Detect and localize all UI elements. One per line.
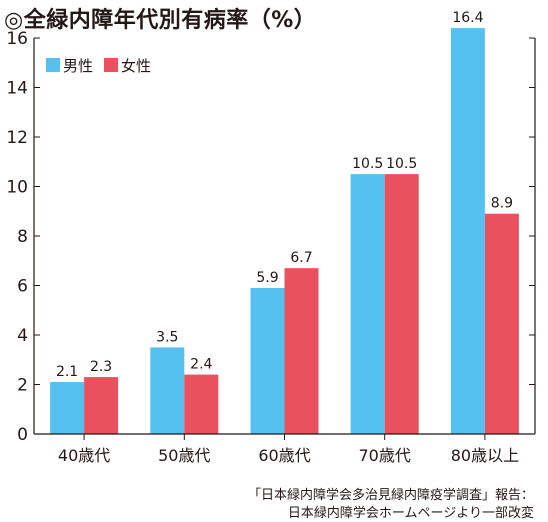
y-tick-label: 2 bbox=[17, 376, 28, 396]
data-label: 2.3 bbox=[90, 359, 112, 375]
y-axis: 0 2 4 6 8 10 12 14 16 bbox=[6, 29, 536, 445]
bar bbox=[184, 374, 219, 434]
legend-label: 女性 bbox=[121, 57, 151, 75]
data-label: 16.4 bbox=[452, 10, 483, 26]
source-note-line-1: 「日本緑内障学会多治見緑内障疫学調査」報告： bbox=[247, 488, 534, 503]
data-label: 6.7 bbox=[290, 250, 312, 266]
bar bbox=[150, 347, 185, 434]
bar bbox=[50, 382, 85, 434]
y-tick-label: 12 bbox=[6, 128, 28, 148]
chart-title: ◎全緑内障年代別有病率（%） bbox=[4, 8, 317, 33]
data-label: 2.1 bbox=[56, 364, 78, 380]
bar bbox=[450, 28, 485, 434]
y-tick-label: 4 bbox=[17, 326, 28, 346]
data-label: 3.5 bbox=[156, 329, 178, 345]
x-tick-label: 60歳代 bbox=[258, 446, 310, 465]
y-tick-label: 0 bbox=[17, 425, 28, 445]
data-label: 10.5 bbox=[352, 156, 383, 172]
bar-chart: 0 2 4 6 8 10 12 14 16 2.1 2.3 3.5 2.4 5.9 6.7 10.5 10.5… bbox=[6, 10, 536, 465]
x-tick-label: 40歳代 bbox=[58, 446, 110, 465]
data-label: 10.5 bbox=[386, 156, 417, 172]
bar bbox=[350, 174, 385, 434]
x-tick-label: 80歳以上 bbox=[451, 446, 519, 465]
source-note-line-2: 日本緑内障学会ホームページより一部改変 bbox=[287, 506, 534, 521]
x-axis: 40歳代 50歳代 60歳代 70歳代 80歳以上 bbox=[34, 433, 535, 465]
legend: 男性 女性 bbox=[46, 57, 151, 75]
legend-swatch bbox=[46, 58, 60, 72]
bar bbox=[250, 287, 285, 434]
x-tick-label: 50歳代 bbox=[158, 446, 210, 465]
x-tick-label: 70歳代 bbox=[359, 446, 411, 465]
bar bbox=[84, 377, 119, 434]
y-tick-label: 16 bbox=[6, 29, 28, 49]
value-labels: 2.1 2.3 3.5 2.4 5.9 6.7 10.5 10.5 16.4 8.9 bbox=[56, 10, 513, 380]
y-tick-label: 14 bbox=[6, 79, 28, 99]
y-tick-label: 6 bbox=[17, 277, 28, 297]
y-tick-label: 8 bbox=[17, 227, 28, 247]
data-label: 5.9 bbox=[256, 270, 278, 286]
bar bbox=[484, 213, 519, 434]
legend-label: 男性 bbox=[63, 57, 93, 75]
bar bbox=[384, 174, 419, 434]
bars bbox=[50, 28, 519, 434]
legend-swatch bbox=[104, 58, 118, 72]
bar bbox=[284, 268, 319, 434]
data-label: 8.9 bbox=[491, 196, 513, 212]
y-tick-label: 10 bbox=[6, 178, 28, 198]
data-label: 2.4 bbox=[190, 357, 212, 373]
